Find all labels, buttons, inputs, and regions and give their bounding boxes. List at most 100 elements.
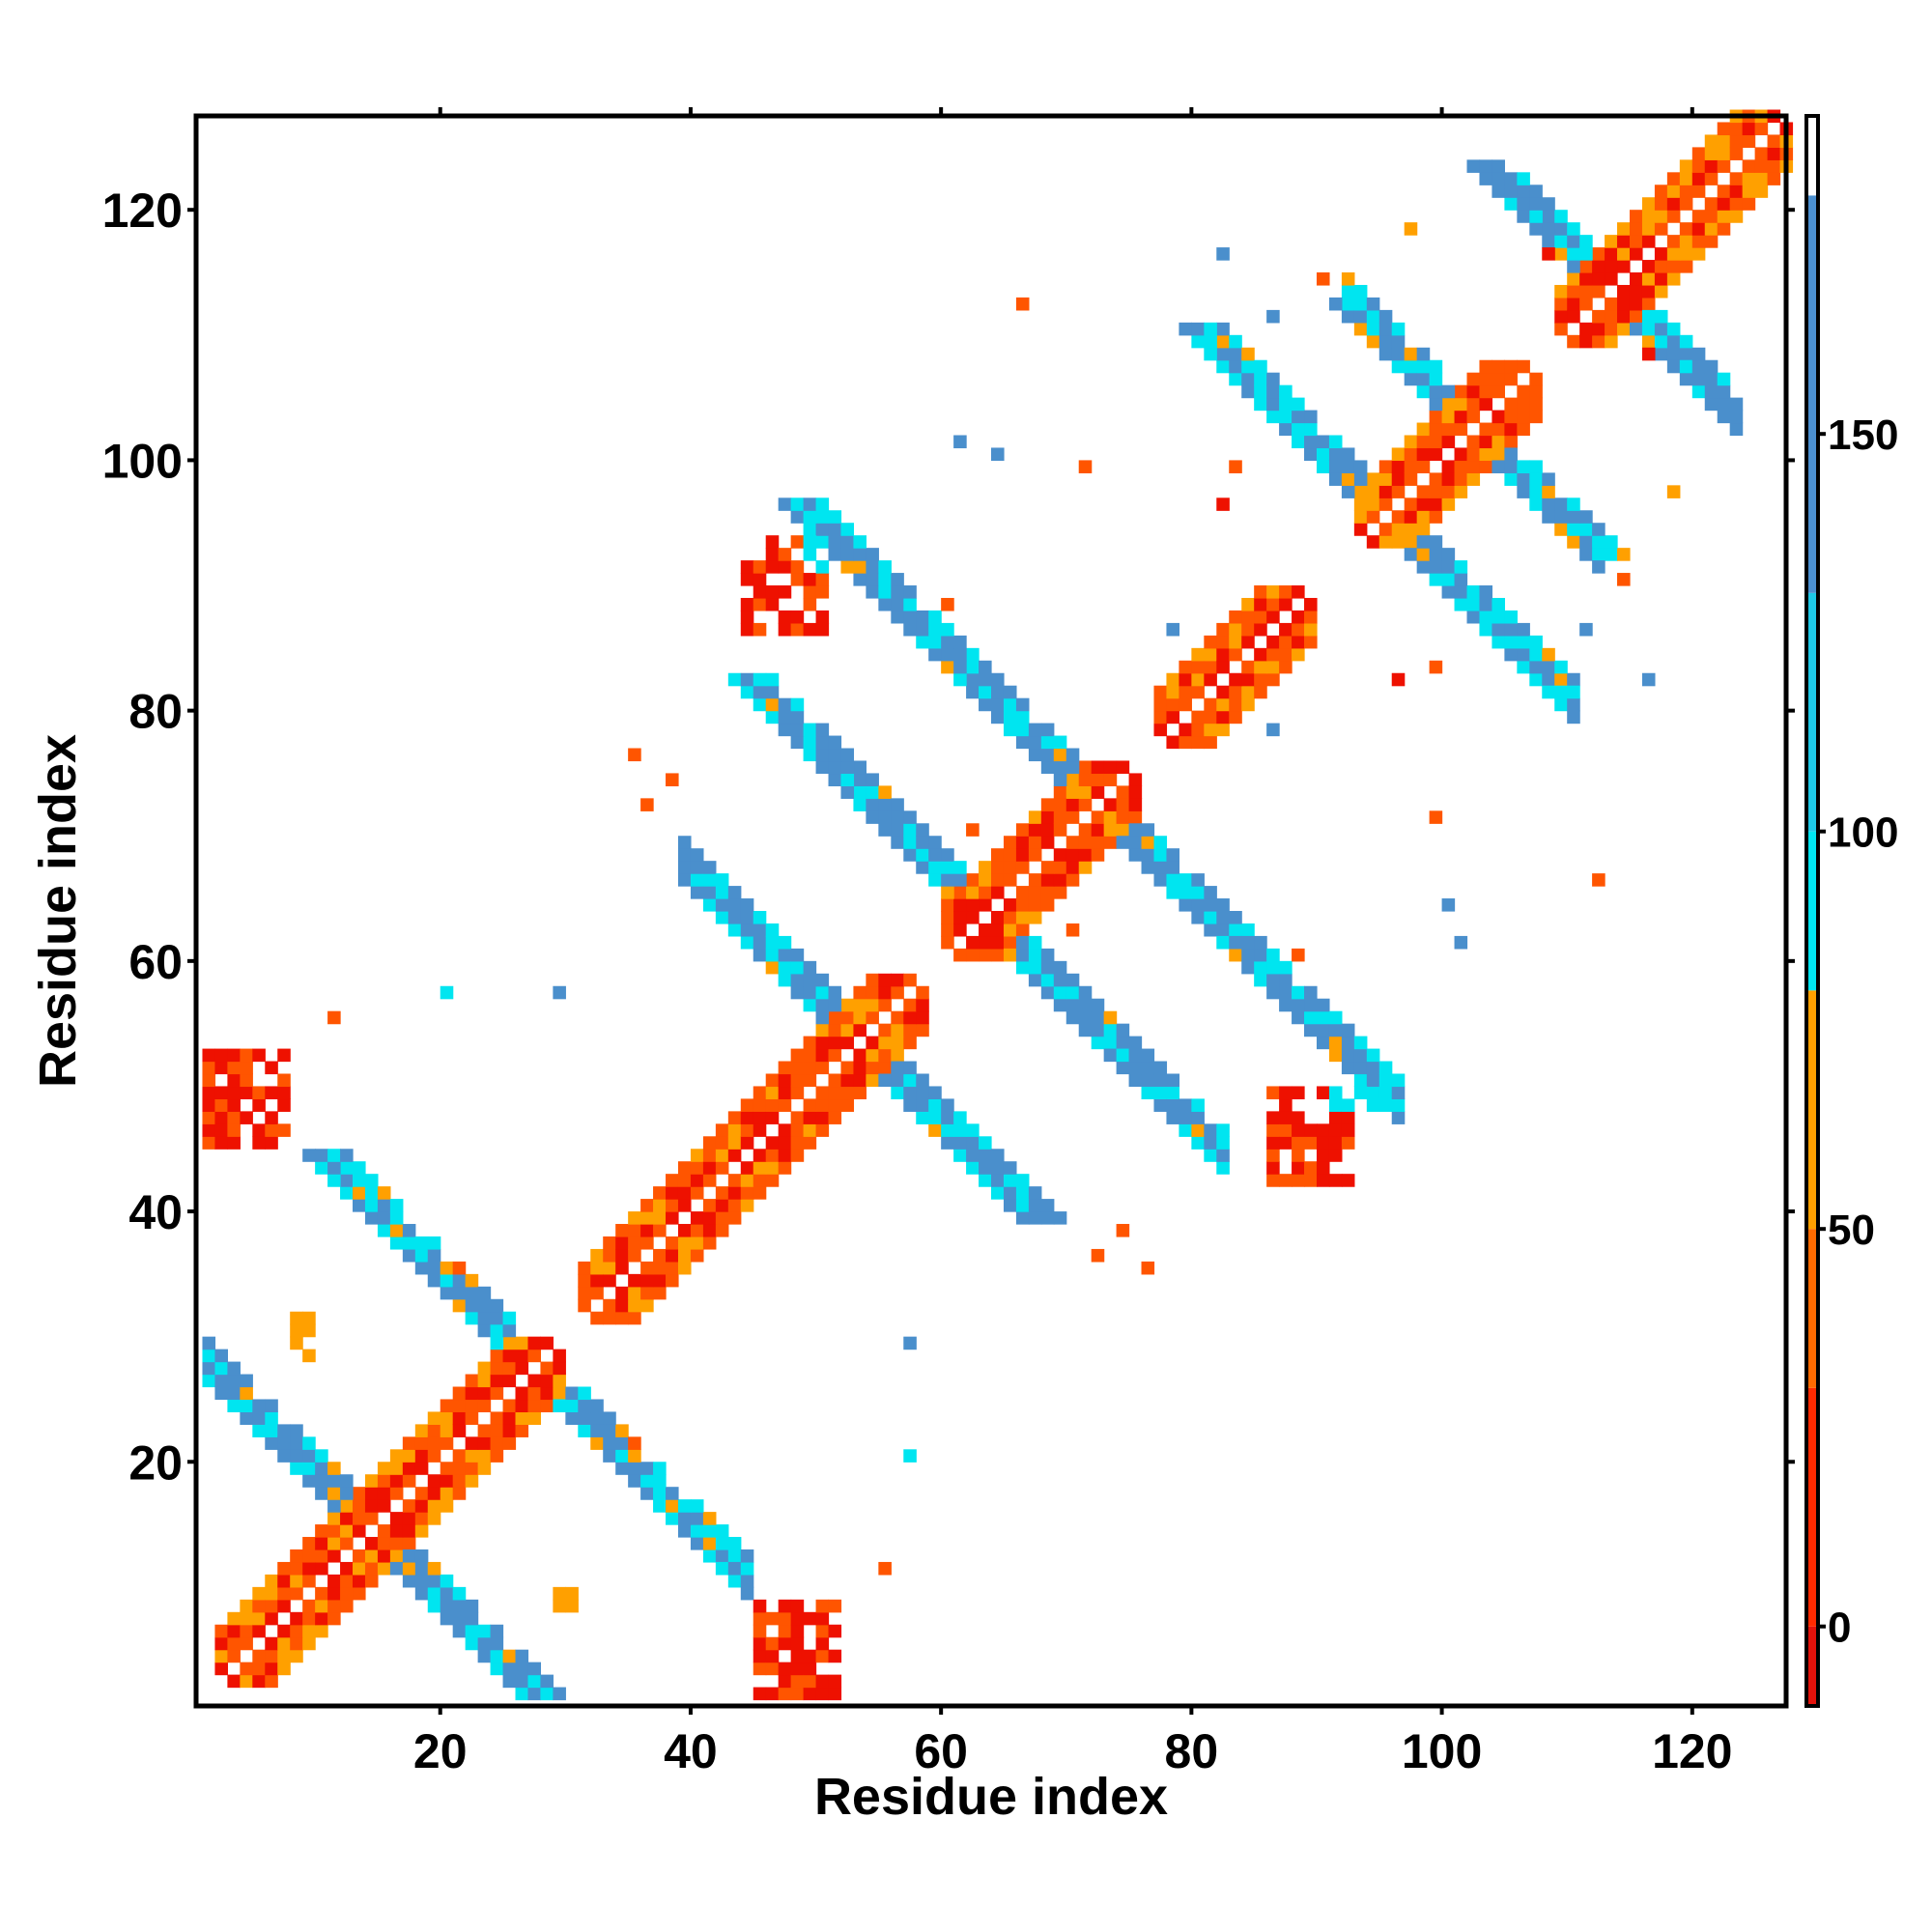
heatmap-cell	[1053, 998, 1067, 1012]
heatmap-cell	[903, 848, 917, 862]
heatmap-cell	[1353, 284, 1368, 298]
heatmap-cell	[277, 1586, 291, 1601]
heatmap-cell	[740, 610, 754, 624]
heatmap-cell	[1279, 397, 1293, 412]
heatmap-cell	[214, 1662, 228, 1676]
heatmap-cell	[840, 535, 855, 549]
heatmap-cell	[1605, 334, 1618, 349]
heatmap-cell	[765, 1662, 780, 1676]
heatmap-cell	[477, 1323, 492, 1338]
heatmap-cell	[1040, 810, 1055, 824]
heatmap-cell	[1229, 347, 1242, 361]
heatmap-cell	[315, 1548, 328, 1563]
heatmap-cell	[1529, 672, 1543, 687]
heatmap-cell	[891, 1048, 904, 1063]
heatmap-cell	[1279, 410, 1293, 424]
heatmap-cell	[702, 1224, 717, 1237]
heatmap-cell	[1103, 773, 1118, 786]
heatmap-cell	[765, 1149, 780, 1162]
heatmap-cell	[753, 1636, 767, 1651]
heatmap-cell	[1266, 1111, 1280, 1124]
heatmap-cell	[966, 1123, 980, 1137]
heatmap-cell	[1679, 185, 1693, 198]
heatmap-cell	[1316, 1036, 1330, 1050]
heatmap-cell	[364, 1512, 379, 1525]
heatmap-cell	[1666, 197, 1681, 211]
heatmap-cell	[866, 560, 879, 574]
heatmap-cell	[1429, 573, 1443, 586]
heatmap-cell	[1429, 422, 1443, 437]
heatmap-cell	[1040, 748, 1055, 762]
heatmap-cell	[302, 1611, 316, 1626]
heatmap-cell	[891, 1086, 904, 1100]
heatmap-cell	[765, 1636, 780, 1651]
heatmap-cell	[815, 1611, 830, 1626]
heatmap-cell	[1015, 710, 1030, 724]
heatmap-cell	[690, 1499, 704, 1513]
heatmap-cell	[1229, 334, 1242, 349]
heatmap-cell	[1028, 723, 1042, 737]
heatmap-cell	[202, 1136, 216, 1150]
heatmap-cell	[979, 898, 992, 912]
heatmap-cell	[1279, 973, 1293, 987]
heatmap-cell	[290, 1436, 303, 1450]
heatmap-cell	[1216, 660, 1230, 674]
heatmap-cell	[452, 1462, 467, 1475]
heatmap-cell	[615, 1311, 629, 1325]
heatmap-cell	[427, 1561, 441, 1576]
heatmap-cell	[815, 523, 830, 536]
heatmap-cell	[803, 985, 817, 1000]
heatmap-cell	[979, 923, 992, 937]
heatmap-cell	[727, 1123, 742, 1137]
heatmap-cell	[1229, 685, 1242, 699]
heatmap-cell	[1179, 697, 1192, 712]
heatmap-cell	[1241, 597, 1255, 611]
heatmap-cell	[1504, 372, 1518, 386]
heatmap-cell	[490, 1649, 504, 1663]
heatmap-cell	[1579, 523, 1593, 536]
heatmap-cell	[803, 1048, 817, 1063]
heatmap-cell	[702, 861, 717, 874]
heatmap-cell	[753, 1161, 767, 1175]
heatmap-cell	[340, 1586, 354, 1601]
heatmap-cell	[578, 1261, 591, 1275]
heatmap-cell	[941, 635, 954, 649]
heatmap-cell	[515, 1687, 529, 1701]
heatmap-cell	[1466, 597, 1481, 611]
heatmap-cell	[252, 1611, 266, 1626]
heatmap-cell	[1229, 622, 1242, 637]
heatmap-cell	[740, 1586, 754, 1601]
heatmap-cell	[1605, 322, 1618, 336]
heatmap-cell	[414, 1499, 429, 1513]
heatmap-cell	[1304, 410, 1318, 424]
heatmap-cell	[490, 1349, 504, 1363]
heatmap-cell	[1679, 235, 1693, 248]
heatmap-cell	[1717, 159, 1731, 173]
heatmap-cell	[490, 1311, 504, 1325]
heatmap-cell	[1641, 222, 1656, 236]
heatmap-cell	[727, 898, 742, 912]
heatmap-cell	[414, 1248, 429, 1263]
heatmap-cell	[1717, 122, 1731, 136]
heatmap-cell	[490, 1374, 504, 1388]
heatmap-cell	[1279, 597, 1293, 611]
heatmap-cell	[527, 1399, 542, 1413]
y-tick-label: 40	[128, 1185, 183, 1239]
heatmap-cell	[240, 1086, 253, 1100]
heatmap-cell	[615, 1248, 629, 1263]
heatmap-cell	[1204, 898, 1217, 912]
heatmap-cell	[1254, 960, 1267, 975]
heatmap-cell	[1078, 785, 1093, 799]
heatmap-cell	[928, 647, 942, 662]
heatmap-cell	[891, 985, 904, 1000]
heatmap-cell	[377, 1548, 391, 1563]
heatmap-cell	[590, 1286, 604, 1300]
heatmap-cell	[1216, 635, 1230, 649]
heatmap-cell	[590, 1248, 604, 1263]
heatmap-cell	[414, 1561, 429, 1576]
heatmap-cell	[1404, 510, 1418, 524]
heatmap-cell	[790, 960, 805, 975]
heatmap-cell	[1479, 384, 1493, 399]
heatmap-cell	[677, 873, 692, 887]
